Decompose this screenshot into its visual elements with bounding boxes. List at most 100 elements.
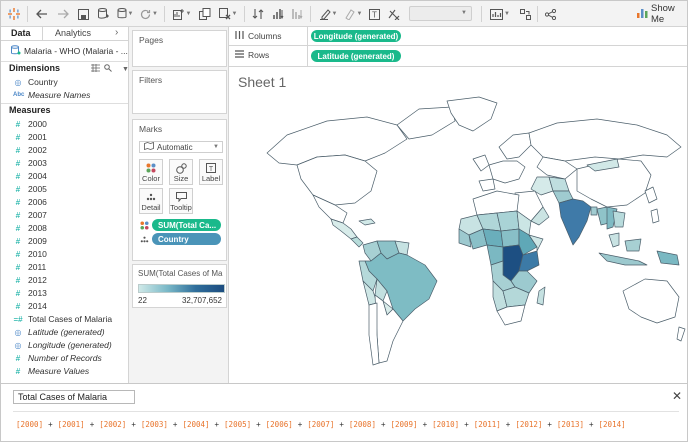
refresh-icon[interactable]: ▼ [139,5,159,23]
duplicate-sheet-icon[interactable] [197,5,213,23]
swap-rows-columns-icon[interactable] [250,5,266,23]
columns-shelf[interactable]: Columns Longitude (generated) [229,27,687,46]
country-shape[interactable] [350,236,364,248]
pages-card[interactable]: Pages [132,30,227,67]
show-me-button[interactable]: Show Me [637,3,687,25]
country-shape[interactable] [518,250,540,272]
country-shape[interactable] [496,210,520,232]
country-shape[interactable] [446,96,498,132]
country-shape[interactable] [528,118,682,162]
measure-field[interactable]: #2001 [13,131,47,143]
tableau-logo-icon[interactable] [6,5,22,23]
rows-shelf[interactable]: Rows Latitude (generated) [229,46,687,67]
more-toolbar-icon[interactable] [517,5,533,23]
chevron-down-icon[interactable]: ▼ [122,65,129,73]
country-shape[interactable] [586,158,620,172]
share-icon[interactable] [542,5,558,23]
country-shape[interactable] [612,210,626,228]
country-shape[interactable] [622,278,680,324]
country-shape[interactable] [358,218,376,226]
rows-pill[interactable]: Latitude (generated) [311,50,401,62]
search-icon[interactable] [104,64,112,74]
measure-field[interactable]: ◎ Longitude (generated) [13,339,112,351]
country-shape[interactable] [624,238,642,252]
tab-data[interactable]: Data [11,28,31,38]
label-button[interactable]: T Label [199,159,223,185]
new-datasource-icon[interactable] [95,5,111,23]
filters-card[interactable]: Filters [132,70,227,114]
formula-editor[interactable]: [2000] + [2001] + [2002] + [2003] + [2004] + [2005… [16,420,626,429]
measure-field[interactable]: # Measure Values [13,365,89,377]
size-button[interactable]: Size [169,159,193,185]
country-shape[interactable] [458,228,472,248]
redo-icon[interactable] [55,5,71,23]
country-shape[interactable] [498,132,532,160]
save-icon[interactable] [75,5,91,23]
measure-field[interactable]: #2013 [13,287,47,299]
columns-pill[interactable]: Longitude (generated) [311,30,401,42]
datasource-menu-icon[interactable]: ▼ [115,5,135,23]
country-shape[interactable] [472,154,490,172]
measure-field[interactable]: #2008 [13,222,47,234]
calculation-name-field[interactable]: Total Cases of Malaria [13,390,135,404]
measure-field[interactable]: #2009 [13,235,47,247]
measure-field[interactable]: #2003 [13,157,47,169]
show-mark-labels-icon[interactable]: T [367,5,381,23]
world-map[interactable] [247,95,687,381]
country-shape[interactable] [330,218,358,240]
country-shape[interactable] [536,286,546,306]
measure-field[interactable]: #2005 [13,183,47,195]
tab-analytics[interactable]: Analytics [55,28,92,38]
country-shape[interactable] [500,228,520,248]
country-shape[interactable] [656,250,680,266]
country-shape[interactable] [368,302,380,366]
measure-field[interactable]: #2010 [13,248,47,260]
measure-field[interactable]: #2014 [13,300,47,312]
view-cards-icon[interactable] [91,64,100,74]
minimize-pane-icon[interactable]: › [115,27,119,38]
country-shape[interactable] [558,198,592,246]
group-members-icon[interactable]: ▼ [342,5,364,23]
color-button[interactable]: Color [139,159,163,185]
new-worksheet-icon[interactable]: ▼ [171,5,193,23]
fit-dropdown[interactable]: ▼ [409,6,472,21]
country-shape[interactable] [598,252,648,266]
mark-type-dropdown[interactable]: Automatic ▼ [139,141,223,153]
measure-field[interactable]: ◎ Latitude (generated) [13,326,105,338]
country-shape[interactable] [518,228,538,256]
country-shape[interactable] [296,154,378,206]
measure-field[interactable]: #2000 [13,118,47,130]
detail-field-pill[interactable]: Country [152,233,221,245]
detail-button[interactable]: Detail [139,188,163,214]
tooltip-button[interactable]: Tooltip [169,188,193,214]
measure-field[interactable]: #2006 [13,196,47,208]
color-legend-card[interactable]: SUM(Total Cases of Ma... 22 32,707,652 [132,264,227,308]
country-shape[interactable] [644,186,658,204]
dimension-field[interactable]: ◎ Country [13,76,58,88]
measure-field[interactable]: #2007 [13,209,47,221]
data-source-item[interactable]: Malaria - WHO (Malaria - ... [11,44,129,57]
country-shape[interactable] [502,286,530,308]
undo-icon[interactable] [34,5,50,23]
presentation-mode-icon[interactable]: ▼ [488,5,512,23]
country-shape[interactable] [590,206,598,216]
measure-field[interactable]: #2002 [13,144,47,156]
fix-axes-icon[interactable] [385,5,401,23]
clear-sheet-icon[interactable]: ▼ [217,5,239,23]
sort-ascending-icon[interactable] [270,5,286,23]
measure-field[interactable]: # Number of Records [13,352,102,364]
country-shape[interactable] [488,160,526,184]
country-shape[interactable] [396,106,456,140]
measure-field[interactable]: =# Total Cases of Malaria [13,313,112,325]
dimension-field[interactable]: Abc Measure Names [13,89,90,101]
measure-field[interactable]: #2004 [13,170,47,182]
highlight-icon[interactable]: ▼ [317,5,339,23]
measure-field[interactable]: #2012 [13,274,47,286]
country-shape[interactable] [530,176,554,196]
measure-field[interactable]: #2011 [13,261,47,273]
sort-descending-icon[interactable] [289,5,305,23]
country-shape[interactable] [496,304,526,326]
close-icon[interactable]: ✕ [671,389,683,403]
country-shape[interactable] [676,326,686,342]
country-shape[interactable] [608,232,620,248]
